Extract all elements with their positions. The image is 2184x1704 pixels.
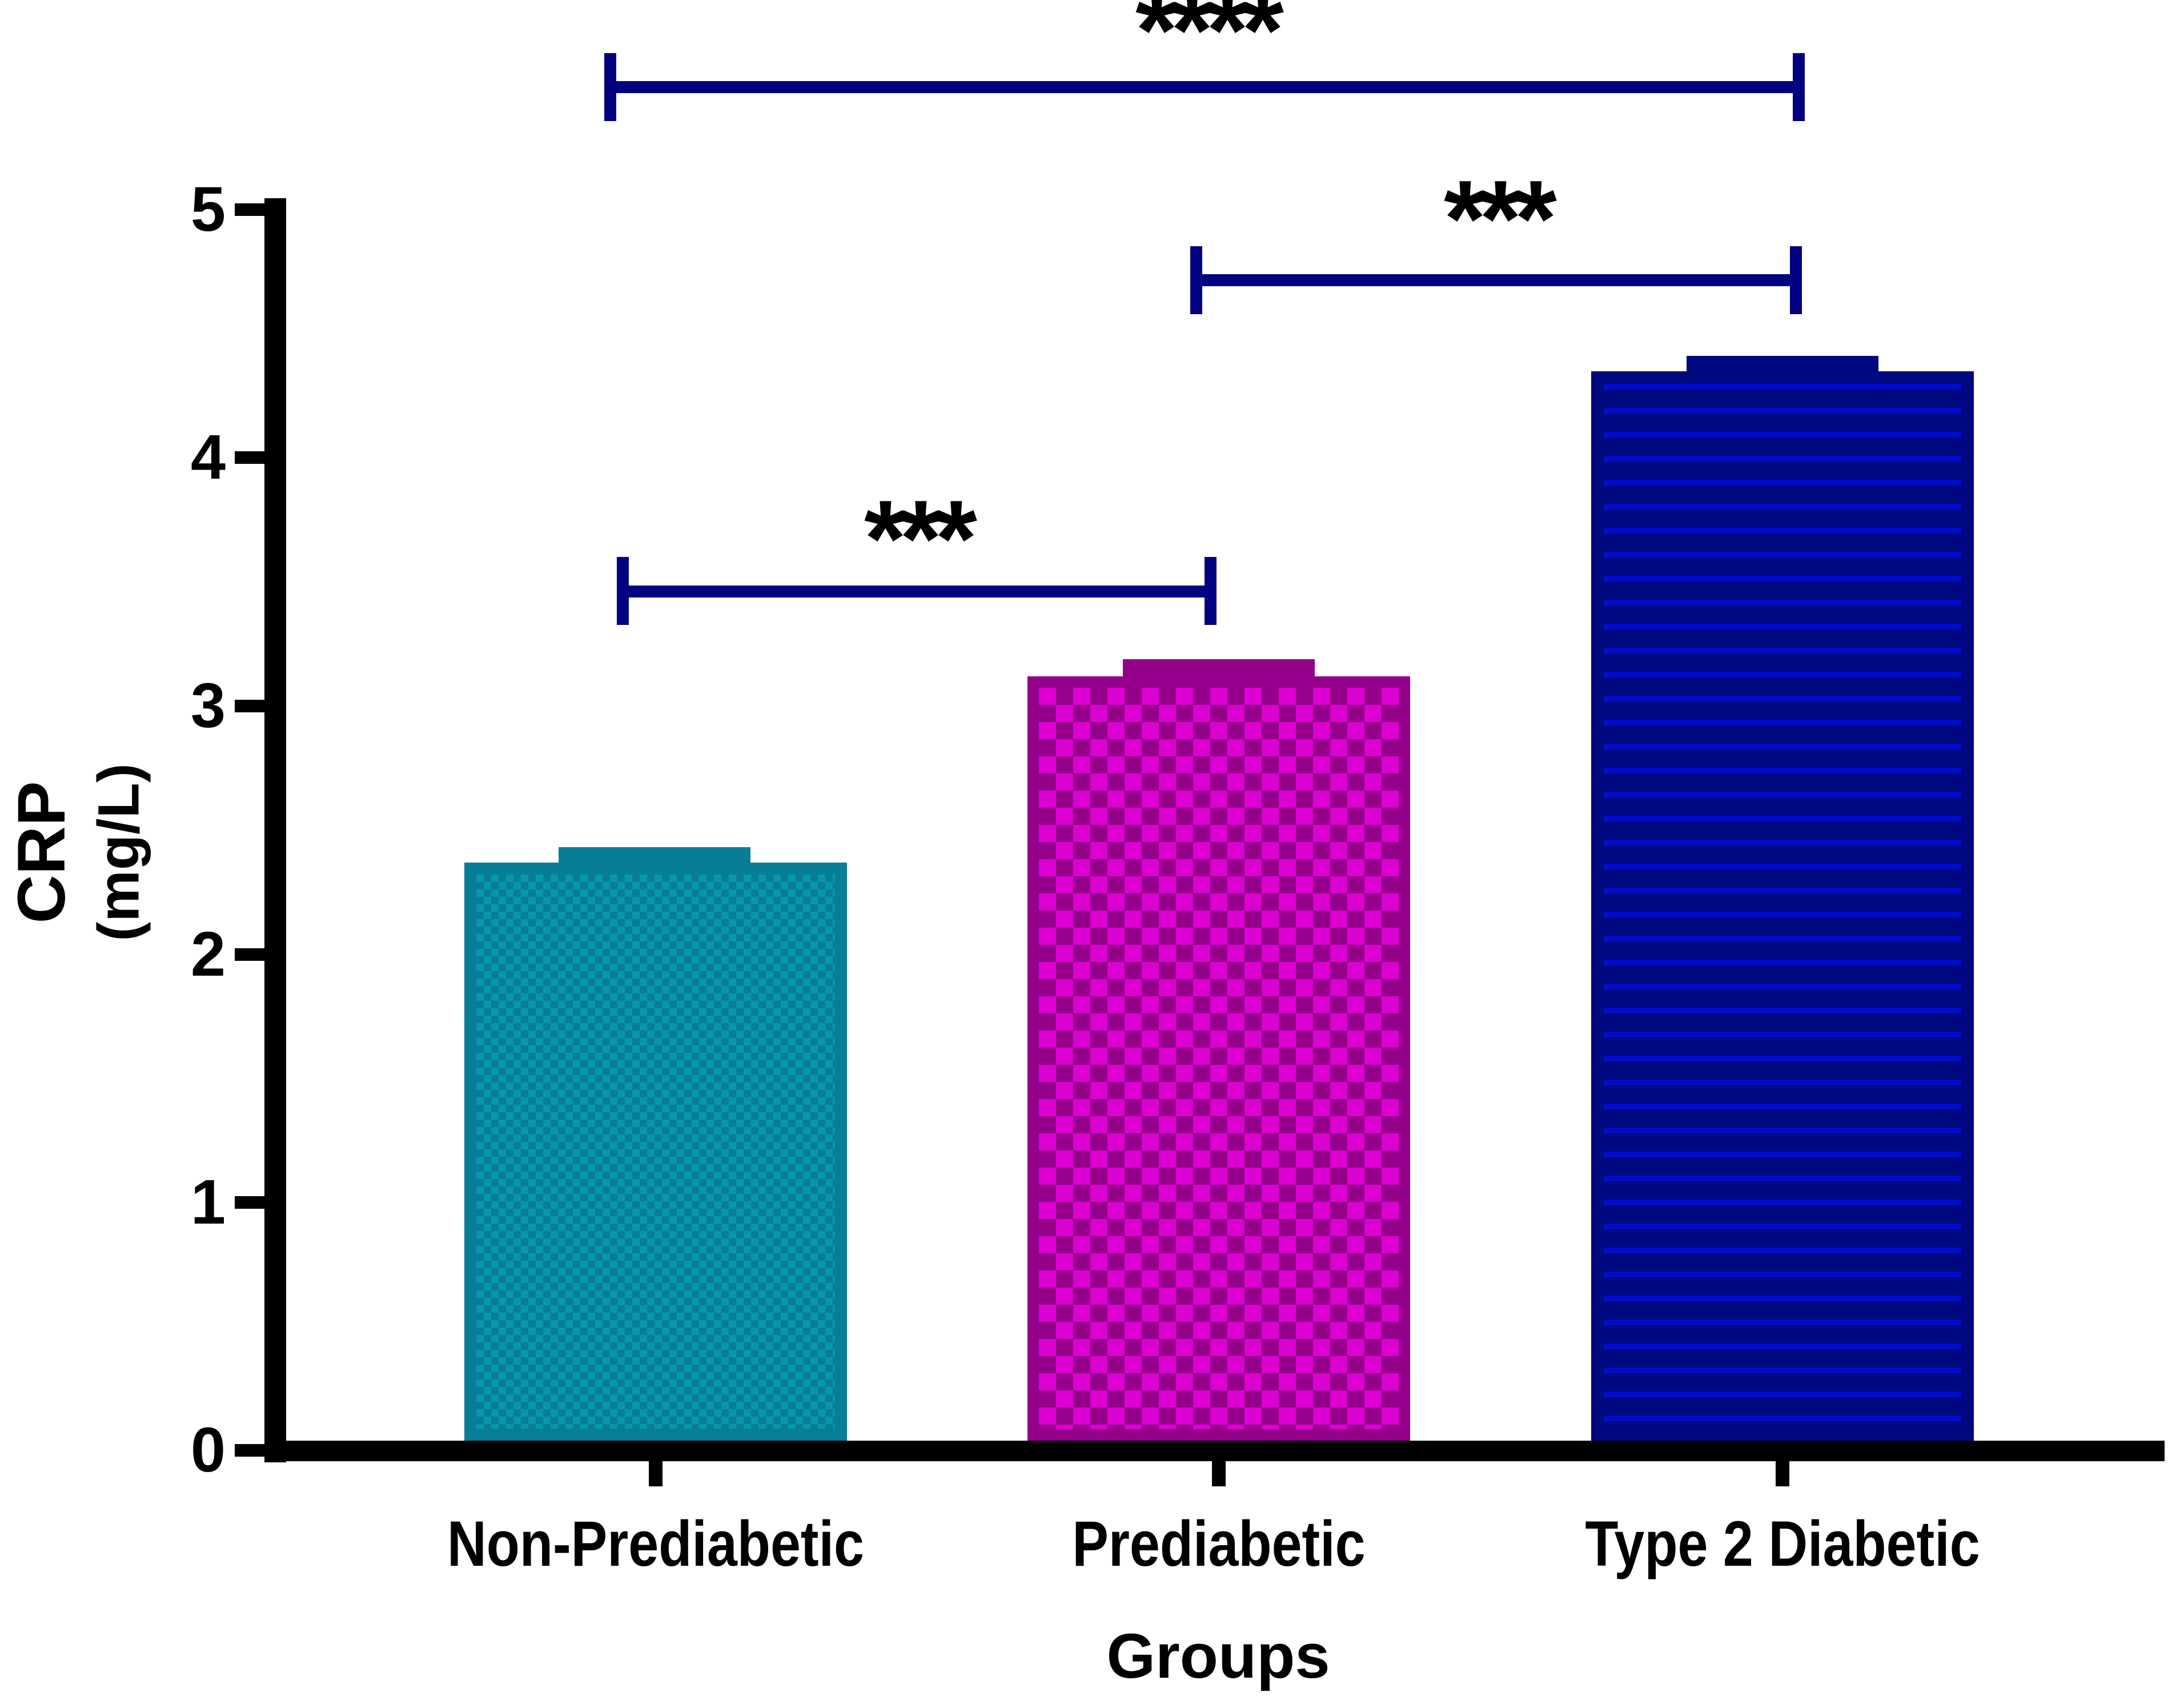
bar-prediabetic <box>1027 676 1410 1441</box>
y-axis-title-line2: (mg/L) <box>86 763 151 941</box>
x-label-non-prediabetic: Non-Prediabetic <box>447 1508 864 1579</box>
error-bar-type2-diabetic <box>1687 356 1878 372</box>
x-axis-title: Groups <box>1106 1621 1330 1691</box>
y-tick-label-5: 5 <box>190 174 226 244</box>
sig-bracket-2v3-left-cap <box>1190 246 1202 314</box>
x-tick-non-prediabetic <box>649 1460 663 1486</box>
y-tick-0 <box>235 1444 264 1457</box>
y-tick-label-1: 1 <box>190 1167 226 1237</box>
sig-bracket-1v3-left-cap <box>604 53 616 121</box>
y-axis-line <box>264 198 286 1462</box>
y-tick-label-3: 3 <box>190 671 226 741</box>
sig-bracket-1v3-line <box>604 81 1805 93</box>
sig-bracket-2v3-right-cap <box>1790 246 1802 314</box>
error-bar-non-prediabetic <box>559 847 750 863</box>
y-tick-2 <box>235 948 264 961</box>
y-tick-label-0: 0 <box>190 1415 226 1485</box>
y-tick-4 <box>235 451 264 464</box>
sig-stars-1v2: *** <box>864 478 977 599</box>
y-tick-label-2: 2 <box>190 919 226 989</box>
y-axis-title-line1: CRP <box>4 781 79 924</box>
error-bar-prediabetic <box>1123 659 1315 677</box>
sig-bracket-2v3-line <box>1190 274 1802 286</box>
sig-bracket-1v3-right-cap <box>1793 53 1805 121</box>
x-tick-prediabetic <box>1212 1460 1226 1486</box>
y-tick-label-4: 4 <box>190 422 226 492</box>
x-label-type2-diabetic: Type 2 Diabetic <box>1585 1508 1980 1579</box>
sig-bracket-1v2-left-cap <box>617 557 629 625</box>
y-tick-3 <box>235 700 264 712</box>
x-tick-type2-diabetic <box>1776 1460 1789 1486</box>
y-tick-5 <box>235 203 264 216</box>
sig-bracket-1v2-right-cap <box>1205 557 1217 625</box>
bar-non-prediabetic <box>464 863 847 1441</box>
x-axis-line <box>264 1441 2165 1461</box>
sig-stars-2v3: *** <box>1444 158 1557 279</box>
sig-stars-1v3: **** <box>1135 0 1284 91</box>
y-tick-1 <box>235 1196 264 1209</box>
sig-bracket-1v2-line <box>617 586 1217 598</box>
bar-type2-diabetic <box>1591 371 1974 1441</box>
x-label-prediabetic: Prediabetic <box>1072 1508 1366 1579</box>
